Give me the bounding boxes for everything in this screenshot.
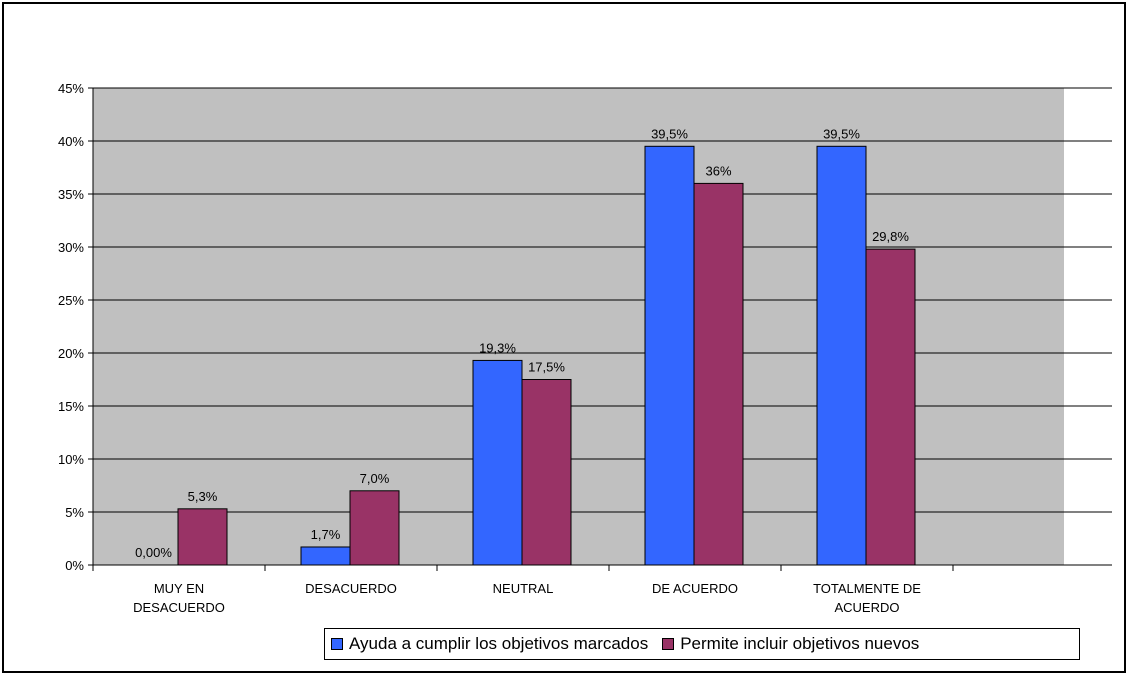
y-tick-labels: 0% 5% 10% 15% 20% 25% 30% 35% 40% 45% xyxy=(58,81,84,573)
bar-series-1 xyxy=(644,145,695,566)
data-label-series-2: 5,3% xyxy=(188,489,218,504)
legend: Ayuda a cumplir los objetivos marcados P… xyxy=(324,628,1080,660)
legend-label-series-1: Ayuda a cumplir los objetivos marcados xyxy=(349,634,649,653)
bar-series-1 xyxy=(300,546,351,566)
bar-series-1 xyxy=(472,359,523,566)
data-label-series-1: 19,3% xyxy=(479,340,516,355)
y-tick-label: 45% xyxy=(58,81,84,96)
bar-series-1 xyxy=(816,145,867,566)
bar-series-2 xyxy=(177,508,228,566)
bar-series-2 xyxy=(349,490,400,566)
y-tick-label: 40% xyxy=(58,134,84,149)
data-label-series-1: 0,00% xyxy=(135,545,172,560)
category-label: MUY EN DESACUERDO xyxy=(133,581,225,615)
bar-series-2 xyxy=(865,248,916,566)
data-labels: 0,00% 5,3% 1,7% 7,0% 19,3% 17,5% 39,5% 36% 39,5%… xyxy=(135,126,909,560)
y-tick-label: 25% xyxy=(58,293,84,308)
bar-series-2 xyxy=(693,182,744,566)
category-label: TOTALMENTE DE ACUERDO xyxy=(813,581,921,615)
data-label-series-2: 17,5% xyxy=(528,360,565,375)
y-tick-label: 5% xyxy=(65,505,84,520)
legend-item-series-2: Permite incluir objetivos nuevos xyxy=(662,634,919,654)
category-label: DESACUERDO xyxy=(305,581,397,596)
data-label-series-1: 39,5% xyxy=(651,126,688,141)
y-tick-label: 35% xyxy=(58,187,84,202)
bars xyxy=(177,145,916,566)
y-tick-label: 20% xyxy=(58,346,84,361)
legend-label-series-2: Permite incluir objetivos nuevos xyxy=(680,634,920,653)
plot-area xyxy=(93,88,1064,565)
data-label-series-2: 7,0% xyxy=(360,471,390,486)
data-label-series-1: 39,5% xyxy=(823,126,860,141)
plot-background xyxy=(93,88,1064,565)
legend-item-series-1: Ayuda a cumplir los objetivos marcados xyxy=(331,634,648,654)
gridlines xyxy=(88,87,1112,566)
y-tick-label: 30% xyxy=(58,240,84,255)
data-label-series-2: 29,8% xyxy=(872,229,909,244)
category-label: NEUTRAL xyxy=(493,581,554,596)
data-label-series-1: 1,7% xyxy=(311,527,341,542)
category-label: DE ACUERDO xyxy=(652,581,738,596)
data-label-series-2: 36% xyxy=(705,163,731,178)
legend-swatch-series-2 xyxy=(662,638,675,650)
y-tick-label: 10% xyxy=(58,452,84,467)
y-tick-label: 15% xyxy=(58,399,84,414)
legend-swatch-series-1 xyxy=(331,638,343,650)
y-tick-label: 0% xyxy=(65,558,84,573)
axes xyxy=(92,88,1112,571)
category-labels: MUY EN DESACUERDO DESACUERDO NEUTRAL DE ACUE… xyxy=(133,581,921,615)
bar-series-2 xyxy=(521,379,572,566)
